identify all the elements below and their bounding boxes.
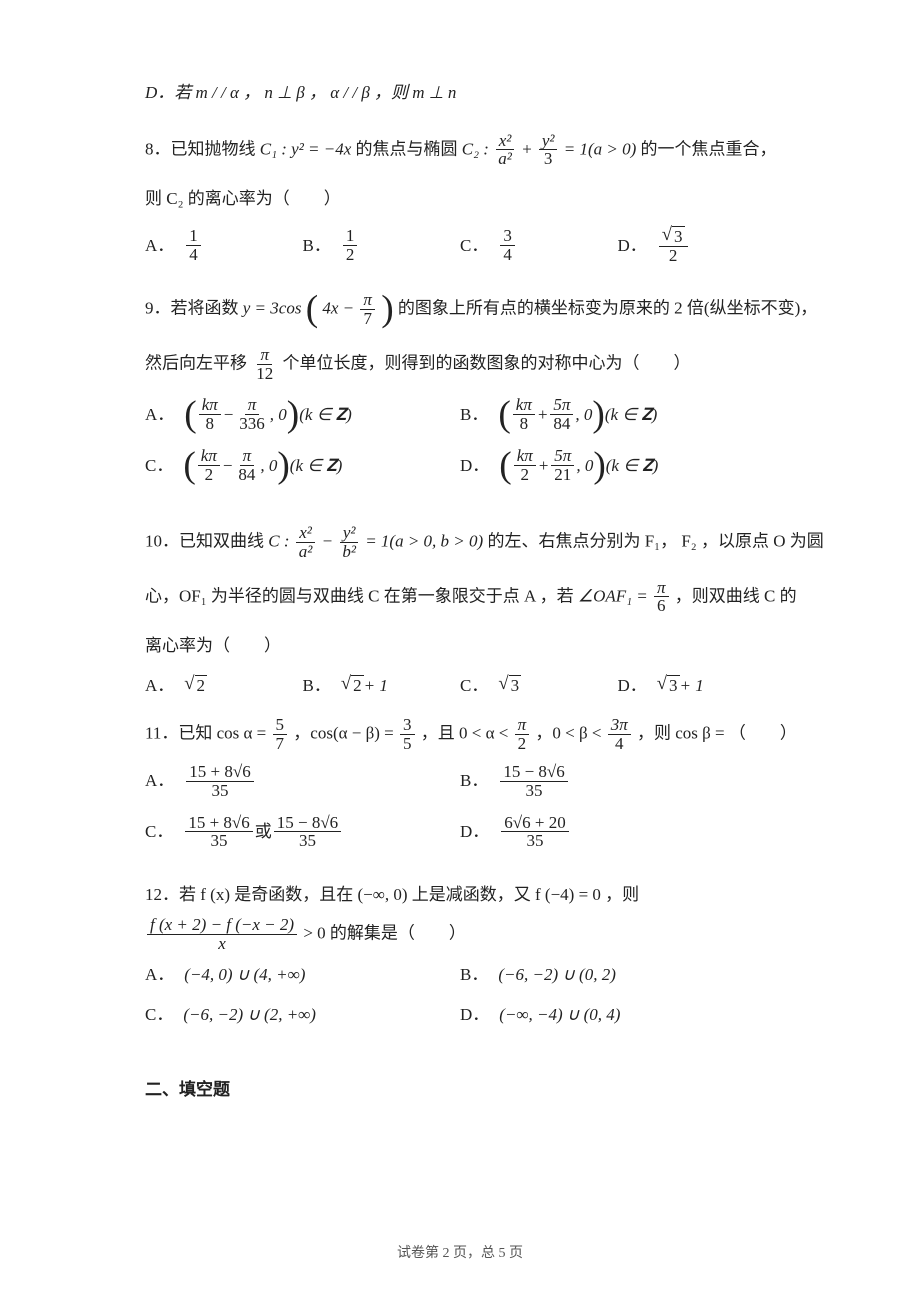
page-footer: 试卷第 2 页，总 5 页: [0, 1243, 920, 1264]
q10-stem-1: 10．已知双曲线 C : x²a² − y²b² = 1(a > 0, b > …: [145, 524, 775, 561]
q8-stem-2: 则 C₂ 的离心率为（ ）: [145, 186, 775, 212]
q8-opt-d: D． √32: [618, 226, 776, 265]
q10-opt-a: A． √2: [145, 673, 303, 699]
q12-opt-d: D． (−∞, −4) ∪ (0, 4): [460, 1002, 775, 1028]
q10-opt-d: D． √3 + 1: [618, 673, 776, 699]
q10-opt-c: C． √3: [460, 673, 618, 699]
question-10: 10．已知双曲线 C : x²a² − y²b² = 1(a > 0, b > …: [145, 524, 775, 698]
q12-opt-c: C． (−6, −2) ∪ (2, +∞): [145, 1002, 460, 1028]
q8-stem-1: 8．已知抛物线 C₁ : y² = −4x 的焦点与椭圆 C₂ : x²a² +…: [145, 132, 775, 169]
q7-option-d: D．若 m / / α ， n ⊥ β ， α / / β ，则 m ⊥ n: [145, 80, 775, 106]
q12-opt-b: B． (−6, −2) ∪ (0, 2): [460, 962, 775, 988]
q8-opt-b: B． 12: [303, 226, 461, 265]
section-2-header: 二、填空题: [145, 1077, 775, 1103]
q10-stem-3: 离心率为（ ）: [145, 633, 775, 659]
question-8: 8．已知抛物线 C₁ : y² = −4x 的焦点与椭圆 C₂ : x²a² +…: [145, 132, 775, 266]
q11-stem: 11．已知 cos α = 57 ，cos(α − β) = 35 ，且 0 <…: [145, 716, 775, 753]
q8-opt-a: A． 14: [145, 226, 303, 265]
q11-opt-c: C． 15 + 8√635 或 15 − 8√635: [145, 814, 460, 851]
q8-options: A． 14 B． 12 C． 34 D． √32: [145, 226, 775, 265]
q9-opt-d: D． ( kπ2 + 5π21 , 0 ) (k ∈ 𝐙): [460, 447, 775, 484]
q10-opt-b: B． √2 + 1: [303, 673, 461, 699]
q12-inequality: f (x + 2) − f (−x − 2)x > 0 的解集是（ ）: [145, 916, 775, 953]
question-11: 11．已知 cos α = 57 ，cos(α − β) = 35 ，且 0 <…: [145, 716, 775, 864]
q10-options: A． √2 B． √2 + 1 C． √3 D． √3 + 1: [145, 673, 775, 699]
q9-opt-a: A． ( kπ8 − π336 , 0 ) (k ∈ 𝐙): [145, 396, 460, 433]
q9-options: A． ( kπ8 − π336 , 0 ) (k ∈ 𝐙) B． ( kπ8 +…: [145, 396, 775, 497]
q8-opt-c: C． 34: [460, 226, 618, 265]
q12-opt-a: A． (−4, 0) ∪ (4, +∞): [145, 962, 460, 988]
q12-stem-1: 12．若 f (x) 是奇函数，且在 (−∞, 0) 上是减函数，又 f (−4…: [145, 882, 775, 908]
q9-opt-b: B． ( kπ8 + 5π84 , 0 ) (k ∈ 𝐙): [460, 396, 775, 433]
q11-options: A． 15 + 8√635 B． 15 − 8√635 C． 15 + 8√63…: [145, 763, 775, 864]
q12-options: A． (−4, 0) ∪ (4, +∞) B． (−6, −2) ∪ (0, 2…: [145, 962, 775, 1041]
question-12: 12．若 f (x) 是奇函数，且在 (−∞, 0) 上是减函数，又 f (−4…: [145, 882, 775, 1041]
question-9: 9．若将函数 y = 3cos ( 4x − π7 ) 的图象上所有点的横坐标变…: [145, 291, 775, 498]
q9-opt-c: C． ( kπ2 − π84 , 0 ) (k ∈ 𝐙): [145, 447, 460, 484]
q11-opt-d: D． 6√6 + 2035: [460, 814, 775, 851]
q11-opt-a: A． 15 + 8√635: [145, 763, 460, 800]
q11-opt-b: B． 15 − 8√635: [460, 763, 775, 800]
q9-stem-2: 然后向左平移 π12 个单位长度，则得到的函数图象的对称中心为（ ）: [145, 346, 775, 383]
q10-stem-2: 心，OF₁ 为半径的圆与双曲线 C 在第一象限交于点 A ，若 ∠OAF₁ = …: [145, 579, 775, 616]
q9-stem-1: 9．若将函数 y = 3cos ( 4x − π7 ) 的图象上所有点的横坐标变…: [145, 291, 775, 328]
